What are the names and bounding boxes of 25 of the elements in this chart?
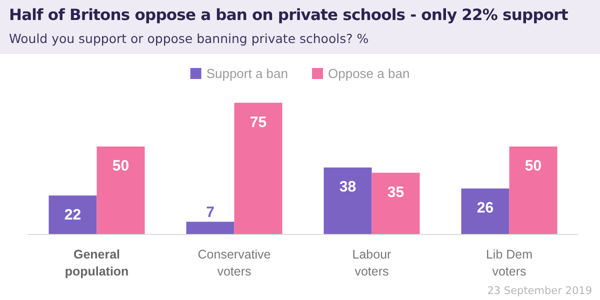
bar bbox=[372, 172, 420, 234]
x-tick-label: Labour voters bbox=[352, 248, 392, 278]
bar bbox=[96, 146, 145, 234]
legend-label: Oppose a ban bbox=[328, 66, 410, 81]
data-label: 50 bbox=[112, 158, 130, 174]
bar bbox=[509, 146, 558, 234]
data-label: 75 bbox=[250, 114, 267, 131]
text: 23 September 2019 bbox=[487, 285, 592, 297]
data-label: 50 bbox=[524, 158, 542, 174]
chart-title: Half of Britons oppose a ban on private schools - only 22% support bbox=[9, 6, 568, 24]
x-tick-label: Lib Dem voters bbox=[486, 248, 533, 278]
data-label: 7 bbox=[206, 204, 214, 221]
chart-subtitle: Would you support or oppose banning private schools? % bbox=[9, 31, 369, 46]
bar bbox=[324, 168, 372, 234]
data-label: 26 bbox=[476, 200, 494, 216]
x-tick-label: Conservative voters bbox=[198, 248, 271, 278]
bar bbox=[234, 102, 282, 234]
data-label: 22 bbox=[64, 206, 82, 224]
data-label: 35 bbox=[387, 184, 404, 201]
legend-label: Support a ban bbox=[206, 66, 288, 81]
bar bbox=[48, 196, 97, 234]
x-tick-label: General population bbox=[64, 248, 129, 278]
data-label: 38 bbox=[339, 178, 356, 196]
bar bbox=[186, 222, 234, 234]
bar bbox=[461, 188, 510, 234]
